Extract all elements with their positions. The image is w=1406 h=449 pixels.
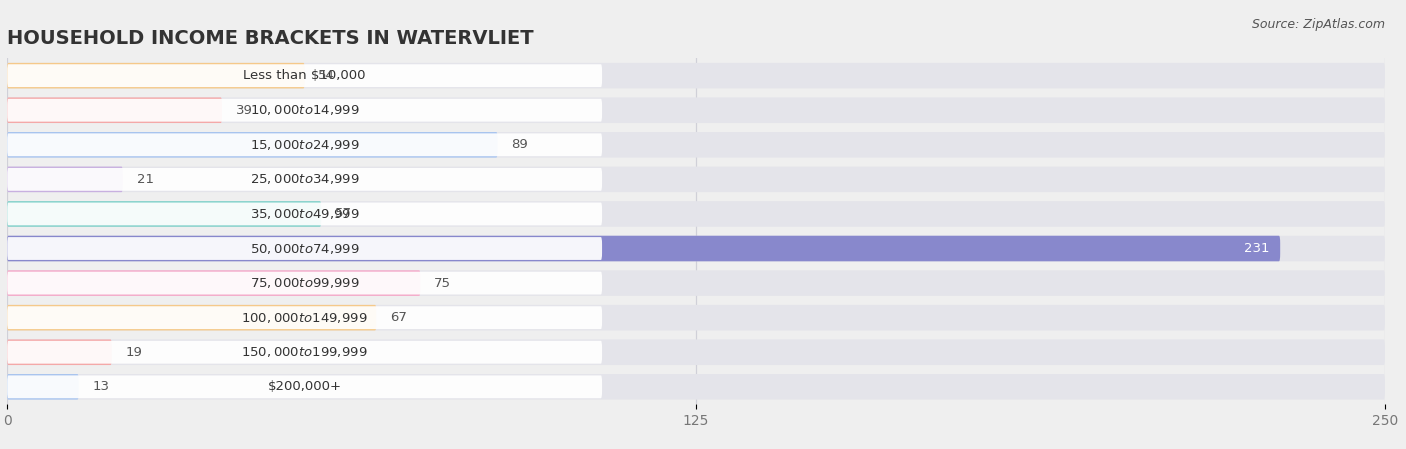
- Text: $75,000 to $99,999: $75,000 to $99,999: [250, 276, 360, 290]
- FancyBboxPatch shape: [7, 339, 1385, 365]
- FancyBboxPatch shape: [7, 201, 1385, 227]
- FancyBboxPatch shape: [7, 202, 602, 225]
- FancyBboxPatch shape: [7, 63, 1385, 88]
- Text: 75: 75: [434, 277, 451, 290]
- Text: Less than $10,000: Less than $10,000: [243, 69, 366, 82]
- FancyBboxPatch shape: [7, 270, 1385, 296]
- FancyBboxPatch shape: [7, 97, 1385, 123]
- FancyBboxPatch shape: [7, 64, 602, 87]
- FancyBboxPatch shape: [7, 168, 602, 191]
- FancyBboxPatch shape: [7, 339, 111, 365]
- Text: 21: 21: [136, 173, 153, 186]
- FancyBboxPatch shape: [7, 133, 602, 156]
- Text: $100,000 to $149,999: $100,000 to $149,999: [242, 311, 368, 325]
- Text: $25,000 to $34,999: $25,000 to $34,999: [250, 172, 360, 186]
- Text: HOUSEHOLD INCOME BRACKETS IN WATERVLIET: HOUSEHOLD INCOME BRACKETS IN WATERVLIET: [7, 30, 534, 48]
- FancyBboxPatch shape: [7, 99, 602, 122]
- FancyBboxPatch shape: [7, 167, 122, 192]
- Text: 89: 89: [512, 138, 529, 151]
- FancyBboxPatch shape: [7, 236, 1385, 261]
- FancyBboxPatch shape: [7, 236, 1281, 261]
- Text: $150,000 to $199,999: $150,000 to $199,999: [242, 345, 368, 359]
- FancyBboxPatch shape: [7, 63, 305, 88]
- Text: 67: 67: [389, 311, 406, 324]
- Text: 54: 54: [318, 69, 335, 82]
- FancyBboxPatch shape: [7, 374, 79, 400]
- Text: 39: 39: [236, 104, 253, 117]
- Text: 57: 57: [335, 207, 352, 220]
- FancyBboxPatch shape: [7, 305, 1385, 330]
- FancyBboxPatch shape: [7, 305, 377, 330]
- FancyBboxPatch shape: [7, 97, 222, 123]
- FancyBboxPatch shape: [7, 201, 321, 227]
- Text: $50,000 to $74,999: $50,000 to $74,999: [250, 242, 360, 255]
- FancyBboxPatch shape: [7, 375, 602, 398]
- Text: Source: ZipAtlas.com: Source: ZipAtlas.com: [1251, 18, 1385, 31]
- FancyBboxPatch shape: [7, 132, 1385, 158]
- FancyBboxPatch shape: [7, 270, 420, 296]
- FancyBboxPatch shape: [7, 132, 498, 158]
- FancyBboxPatch shape: [7, 237, 602, 260]
- Text: 231: 231: [1244, 242, 1270, 255]
- Text: $200,000+: $200,000+: [267, 380, 342, 393]
- Text: $10,000 to $14,999: $10,000 to $14,999: [250, 103, 360, 117]
- FancyBboxPatch shape: [7, 341, 602, 364]
- Text: $15,000 to $24,999: $15,000 to $24,999: [250, 138, 360, 152]
- Text: $35,000 to $49,999: $35,000 to $49,999: [250, 207, 360, 221]
- FancyBboxPatch shape: [7, 272, 602, 295]
- Text: 13: 13: [93, 380, 110, 393]
- FancyBboxPatch shape: [7, 167, 1385, 192]
- Text: 19: 19: [125, 346, 142, 359]
- FancyBboxPatch shape: [7, 374, 1385, 400]
- FancyBboxPatch shape: [7, 306, 602, 329]
